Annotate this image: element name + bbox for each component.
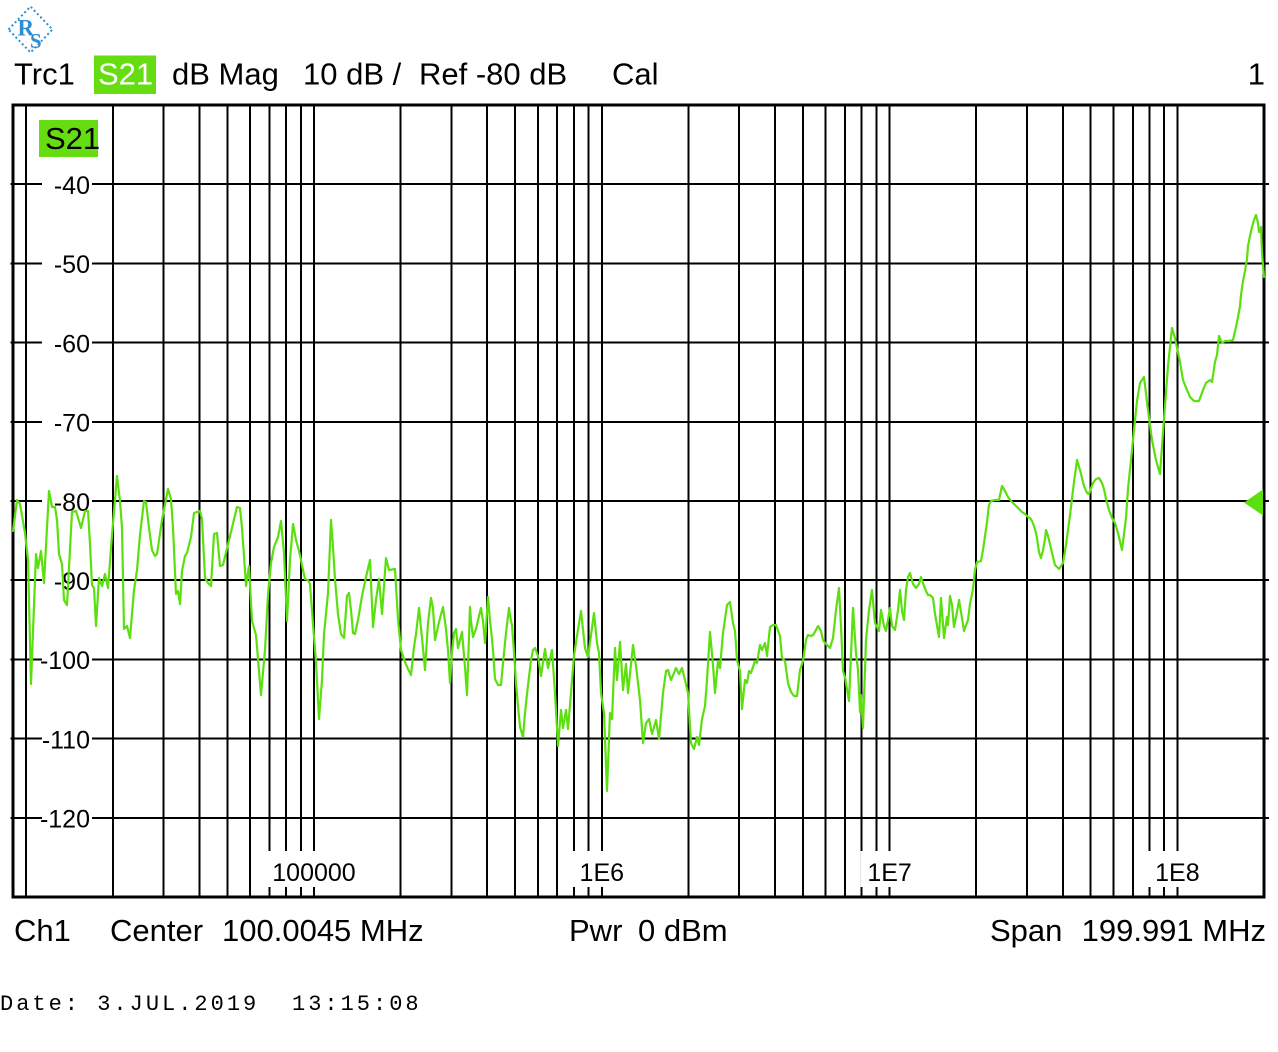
svg-text:Span: Span [990, 913, 1062, 948]
svg-text:dB Mag: dB Mag [172, 57, 279, 92]
svg-text:-60: -60 [54, 330, 90, 358]
svg-text:Cal: Cal [612, 57, 659, 92]
svg-text:S21: S21 [45, 121, 100, 156]
svg-text:-100: -100 [40, 647, 90, 675]
svg-text:-120: -120 [40, 806, 90, 834]
svg-text:S21: S21 [98, 57, 153, 92]
svg-text:Pwr: Pwr [569, 913, 622, 948]
svg-text:1E6: 1E6 [580, 859, 624, 887]
svg-text:-40: -40 [54, 172, 90, 200]
svg-text:1E7: 1E7 [867, 859, 911, 887]
svg-text:Center: Center [110, 913, 203, 948]
svg-text:1: 1 [1248, 57, 1265, 92]
svg-text:Ref -80 dB: Ref -80 dB [419, 57, 567, 92]
svg-text:100.0045 MHz: 100.0045 MHz [222, 913, 424, 948]
svg-text:S: S [30, 29, 42, 53]
svg-text:-70: -70 [54, 410, 90, 438]
svg-text:-50: -50 [54, 251, 90, 279]
svg-text:Trc1: Trc1 [14, 57, 75, 92]
svg-text:R: R [18, 16, 35, 41]
svg-text:-90: -90 [54, 568, 90, 596]
svg-text:100000: 100000 [272, 859, 355, 887]
svg-text:10 dB /: 10 dB / [303, 57, 402, 92]
svg-text:1E8: 1E8 [1155, 859, 1199, 887]
svg-text:-110: -110 [42, 726, 90, 754]
svg-text:13:15:08: 13:15:08 [292, 992, 422, 1017]
svg-text:Ch1: Ch1 [14, 913, 71, 948]
svg-text:199.991 MHz: 199.991 MHz [1082, 913, 1266, 948]
svg-text:0 dBm: 0 dBm [638, 913, 728, 948]
svg-text:Date: 3.JUL.2019: Date: 3.JUL.2019 [0, 992, 259, 1017]
